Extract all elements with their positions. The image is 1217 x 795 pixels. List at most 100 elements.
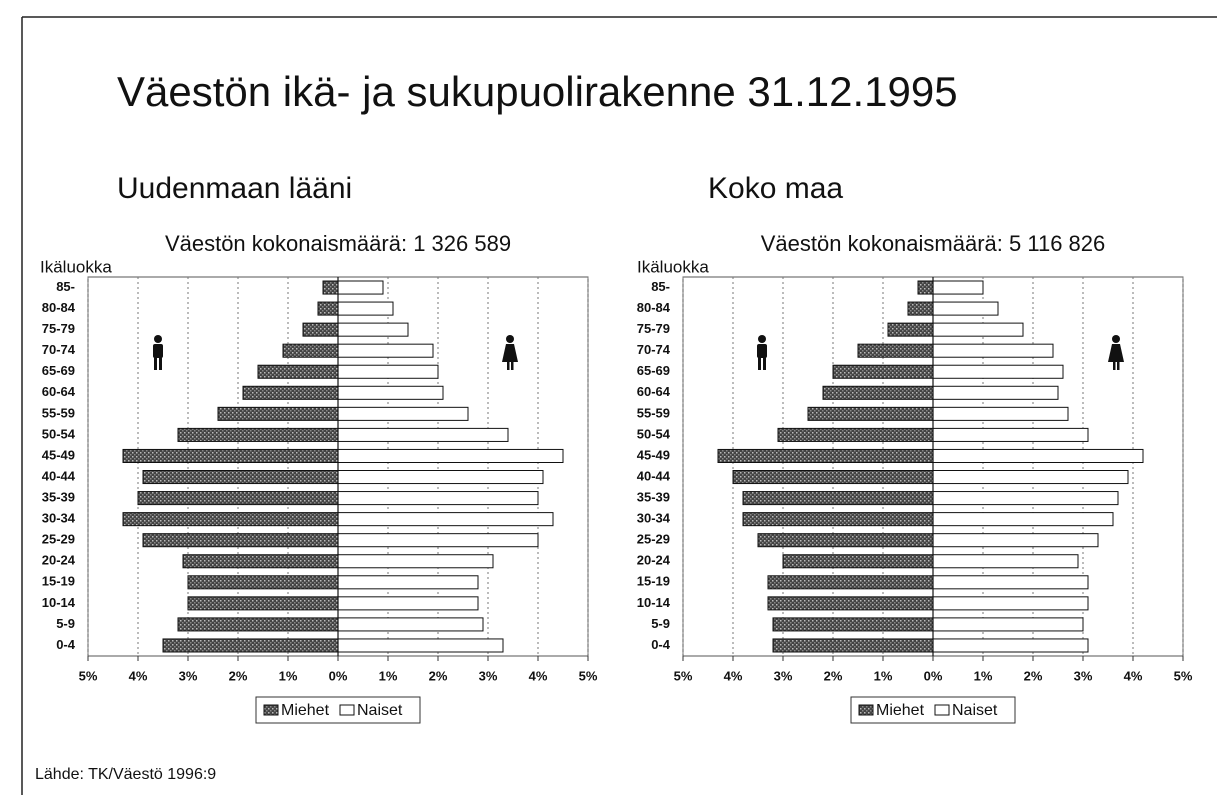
category-label: 35-39 [637,490,670,505]
x-tick-label: 2% [1024,668,1043,683]
bar [932,343,1054,358]
bar [337,575,479,590]
bar [217,406,339,421]
bar [767,575,934,590]
x-tick-label: 5% [79,668,98,683]
category-label: 35-39 [42,490,75,505]
category-label: 15-19 [637,574,670,589]
category-label: 20-24 [42,553,76,568]
x-tick-label: 1% [874,668,893,683]
x-tick-label: 3% [179,668,198,683]
bar [142,533,339,548]
category-label: 0-4 [651,637,671,652]
bar [772,617,934,632]
bar [337,427,509,442]
category-label: 75-79 [42,321,75,336]
bar [932,575,1089,590]
category-label: 45-49 [637,447,670,462]
bar [302,322,339,337]
bar [337,512,554,527]
x-tick-label: 2% [429,668,448,683]
x-tick-label: 5% [674,668,693,683]
category-label: 45-49 [42,447,75,462]
category-label: 70-74 [637,342,671,357]
bar [337,638,504,653]
bar [932,385,1059,400]
bar [932,301,999,316]
bar [337,301,394,316]
category-label: 85- [56,279,75,294]
bar [322,280,339,295]
category-label: 50-54 [42,426,76,441]
x-tick-label: 5% [579,668,598,683]
bar [932,533,1099,548]
bar [832,364,934,379]
bar [177,427,339,442]
source: Lähde: TK/Väestö 1996:9 [35,766,216,783]
bar [282,343,339,358]
x-tick-label: 1% [279,668,298,683]
category-label: 10-14 [637,595,671,610]
x-tick-label: 4% [129,668,148,683]
category-label: 20-24 [637,553,671,568]
x-tick-label: 2% [229,668,248,683]
chart-title: Uudenmaan lääni [117,172,352,205]
bar [317,301,339,316]
x-tick-label: 1% [974,668,993,683]
x-tick-label: 3% [1074,668,1093,683]
category-label: 30-34 [637,511,671,526]
bar [337,364,439,379]
bar [742,491,934,506]
bar [187,596,339,611]
x-tick-label: 1% [379,668,398,683]
category-label: 10-14 [42,595,76,610]
legend-label: Naiset [357,702,403,719]
category-label: 80-84 [637,300,671,315]
bar [807,406,934,421]
bar [732,470,934,485]
bar [142,470,339,485]
bar [757,533,934,548]
chart-subtitle: Väestön kokonaismäärä: 5 116 826 [761,231,1106,256]
x-tick-label: 2% [824,668,843,683]
bar [337,343,434,358]
x-tick-label: 5% [1174,668,1193,683]
category-label: 75-79 [637,321,670,336]
legend-box [255,696,421,724]
category-label: 15-19 [42,574,75,589]
category-label: 55-59 [637,405,670,420]
bar [337,533,539,548]
x-tick-label: 0% [924,668,943,683]
bar [907,301,934,316]
bar [932,322,1024,337]
bar [932,427,1089,442]
female-icon [502,335,1124,370]
bar [932,364,1064,379]
legend-swatch [858,704,874,716]
bar [337,322,409,337]
bar [122,512,339,527]
bar [742,512,934,527]
category-label: 80-84 [42,300,76,315]
bar [177,617,339,632]
x-tick-label: 3% [479,668,498,683]
bar [932,448,1144,463]
bar [337,470,544,485]
legend-label: Naiset [952,702,998,719]
bar [162,638,339,653]
bar [182,554,339,569]
category-label: 25-29 [42,532,75,547]
x-tick-label: 0% [329,668,348,683]
bar [337,448,564,463]
category-label: 5-9 [56,616,75,631]
bar [122,448,339,463]
category-label: 65-69 [637,363,670,378]
bar [932,638,1089,653]
category-label: 65-69 [42,363,75,378]
bar [772,638,934,653]
bar [187,575,339,590]
bar [337,280,384,295]
bar [932,596,1089,611]
x-tick-label: 4% [529,668,548,683]
bar [932,491,1119,506]
